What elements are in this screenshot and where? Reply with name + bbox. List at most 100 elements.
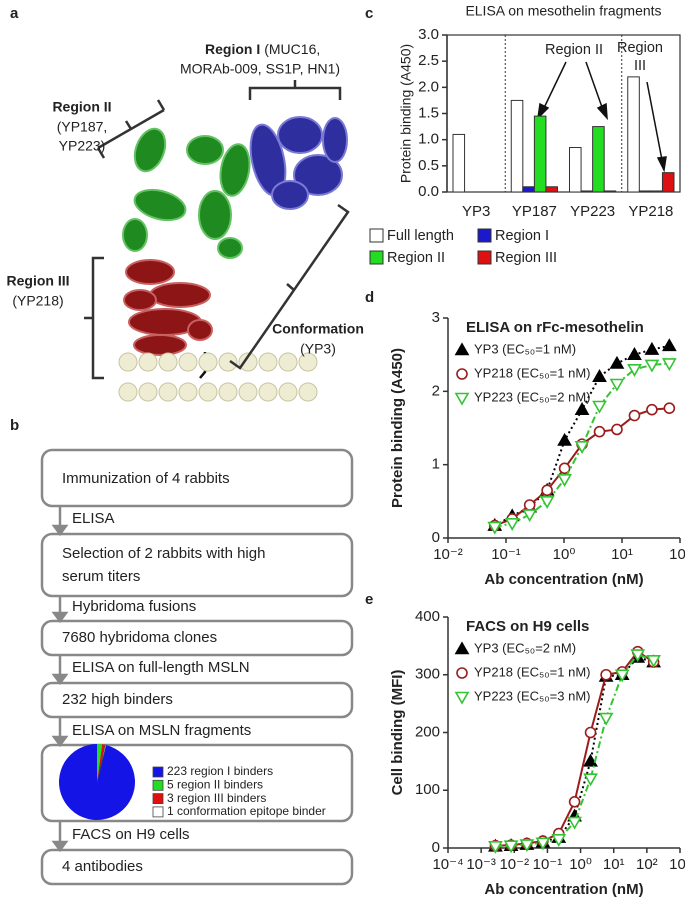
marker [628,409,641,422]
y-tick-label: 3 [432,309,440,326]
panel-label: a [10,5,19,22]
y-axis-label: Cell binding (MFI) [389,670,406,796]
protein-structure [84,80,350,402]
legend-swatch [152,806,164,818]
legend-label: YP223 (EC₅₀=2 nM) [474,389,591,404]
marker [557,474,572,487]
marker [584,726,597,739]
y-tick-label: 100 [415,781,440,798]
region-label: Region II [52,99,111,115]
legend-label: Region II [387,250,445,266]
panel-label: b [10,417,19,434]
chart-title: FACS on H9 cells [466,618,589,635]
region-detail: MORAb-009, SS1P, HN1) [180,61,340,77]
marker [503,840,519,854]
marker [567,816,582,830]
annotation-arrows [536,61,667,173]
x-tick-label: 10⁻³ [466,856,496,873]
y-tick-label: 1 [432,456,440,473]
bar [603,190,617,193]
x-tick-label: 10⁻¹ [491,546,521,563]
bar [522,186,535,193]
x-tick-label: YP3 [462,203,490,220]
marker [522,509,538,523]
marker [646,403,658,416]
marker [523,499,536,511]
marker [487,521,503,535]
legend-swatch [152,766,164,778]
marker [592,400,607,414]
legend-marker [456,667,468,679]
series-line [495,653,654,848]
x-tick-label: 10² [636,856,658,873]
marker [646,655,662,668]
legend-label: YP3 (EC₅₀=1 nM) [474,341,576,356]
marker [627,347,642,360]
flowchart [40,448,354,886]
legend-label: Region I [495,228,549,244]
legend-label: YP218 (EC₅₀=1 nM) [474,664,591,679]
x-tick-label: 10⁰ [569,856,592,873]
step: Selection of 2 rabbits with high [62,545,265,562]
annotation: Region II [545,42,603,58]
legend-swatch [477,228,492,243]
bar [510,99,524,193]
step: 4 antibodies [62,858,143,875]
marker [557,432,572,446]
x-tick-label: 10³ [669,856,685,873]
marker [630,649,646,663]
marker [541,484,553,497]
legend-swatch [152,793,164,804]
region-detail: (YP3) [300,341,336,357]
marker [574,402,590,415]
step: serum titers [62,568,140,585]
marker [574,441,590,454]
bar [545,186,558,193]
marker [661,338,677,352]
transition: FACS on H9 cells [72,826,190,843]
region-label: Region I (MUC16, [205,41,320,57]
x-axis-label: Ab concentration (nM) [484,571,643,588]
step: Immunization of 4 rabbits [62,470,230,487]
y-tick-label: 0 [432,839,440,856]
marker [609,355,625,369]
marker [663,402,676,415]
legend-label: 3 region III binders [167,791,266,805]
marker [614,669,630,683]
y-tick-label: 2.5 [418,52,439,69]
legend-marker [454,691,470,705]
y-axis-label: Protein binding (A450) [398,44,414,183]
chart-title: ELISA on rFc-mesothelin [466,319,644,336]
legend-marker [454,342,470,356]
bar [650,190,663,193]
x-tick-label: YP223 [570,203,615,220]
marker [558,462,571,475]
marker [592,369,607,382]
x-tick-label: 10⁻² [499,856,529,873]
y-tick-label: 0 [432,529,440,546]
chart-title: ELISA on mesothelin fragments [465,3,661,19]
marker [583,773,598,787]
x-tick-label: YP218 [628,203,673,220]
marker [644,359,660,373]
y-tick-label: 0.0 [418,183,439,200]
legend-marker [454,641,470,655]
x-tick-label: 10⁰ [553,546,576,563]
marker [627,364,642,377]
bar [638,190,652,193]
marker [609,378,625,392]
legend-marker [456,368,468,380]
panel-label: c [365,5,373,22]
x-axis-label: Ab concentration (nM) [484,881,643,898]
x-tick-label: 10⁻¹ [533,856,563,873]
marker [611,423,623,436]
pie-slice [96,744,107,783]
y-tick-label: 400 [415,608,440,625]
x-tick-label: YP187 [512,203,557,220]
marker [568,795,581,808]
annotation: III [634,58,646,74]
marker [661,358,677,372]
legend-label: YP3 (EC₅₀=2 nM) [474,640,576,655]
y-tick-label: 200 [415,723,440,740]
y-tick-label: 1.5 [418,104,439,121]
